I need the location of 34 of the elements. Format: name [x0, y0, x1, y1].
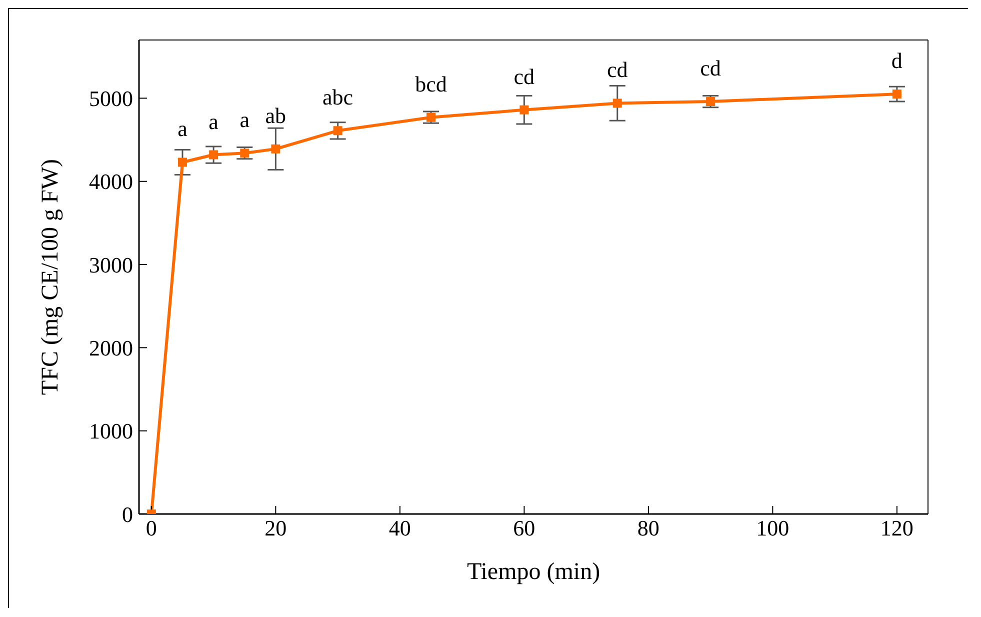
- annotation: bcd: [415, 71, 447, 96]
- annotation: a: [240, 107, 250, 132]
- point: [240, 148, 250, 158]
- annotation: ab: [265, 102, 286, 128]
- point: [520, 105, 529, 114]
- y-axis-title: TFC (mg CE/100 g FW): [38, 158, 64, 396]
- point: [612, 98, 622, 108]
- y-tick-label: 4000: [89, 169, 133, 194]
- x-axis-title: Tiempo (min): [466, 559, 600, 585]
- x-tick-label: 120: [880, 516, 914, 541]
- annotation: abc: [322, 84, 354, 110]
- y-tick-label: 3000: [89, 252, 133, 278]
- y-tick-label: 2000: [89, 335, 133, 360]
- y-tick-label: 1000: [89, 418, 133, 444]
- annotation: cd: [514, 64, 535, 89]
- x-tick-label: 0: [146, 516, 157, 541]
- annotation: cd: [606, 57, 628, 82]
- x-tick-label: 40: [388, 516, 411, 541]
- point: [209, 150, 218, 160]
- y-tick-label: 5000: [89, 86, 133, 112]
- point: [333, 126, 342, 136]
- point: [706, 97, 716, 106]
- point: [178, 158, 187, 167]
- annotation: d: [891, 48, 902, 74]
- point: [426, 112, 436, 122]
- annotation: cd: [700, 56, 721, 81]
- x-tick-label: 20: [264, 516, 287, 541]
- x-tick-label: 100: [756, 516, 790, 541]
- annotation: a: [208, 108, 219, 134]
- x-tick-label: 80: [637, 516, 660, 541]
- annotation: a: [178, 116, 188, 142]
- x-tick-label: 60: [513, 516, 536, 541]
- point: [892, 90, 902, 99]
- point: [271, 144, 280, 154]
